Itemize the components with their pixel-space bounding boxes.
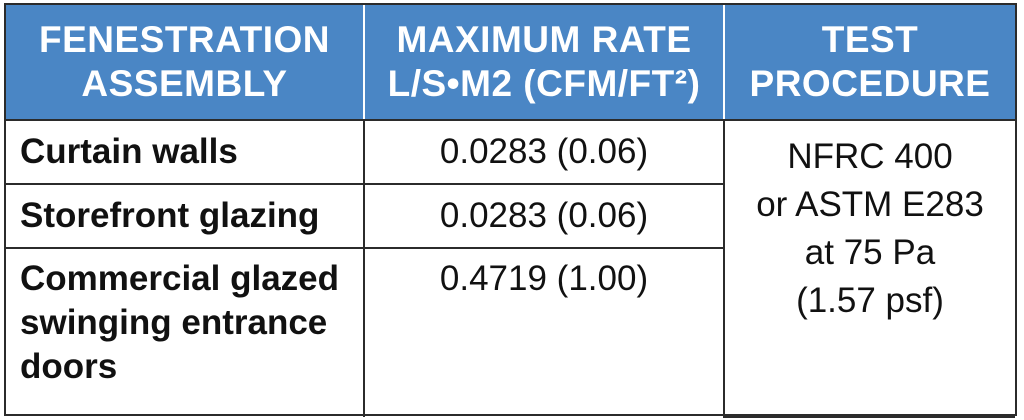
header-fenestration-assembly: FENESTRATION ASSEMBLY	[6, 5, 364, 121]
assembly-cell: Storefront glazing	[6, 183, 365, 249]
assembly-cell: Commercial glazed swinging entrance door…	[6, 247, 365, 417]
procedure-line: at 75 Pa	[804, 233, 936, 272]
table-header: FENESTRATION ASSEMBLY MAXIMUM RATE L/S•M…	[6, 5, 1015, 121]
header-line: FENESTRATION	[38, 19, 331, 60]
procedure-line: (1.57 psf)	[796, 281, 944, 320]
procedure-line: or ASTM E283	[756, 185, 984, 224]
table-body: Curtain walls 0.0283 (0.06) NFRC 400 or …	[6, 119, 1015, 418]
table-row: Storefront glazing 0.0283 (0.06)	[6, 183, 1015, 249]
header-maximum-rate: MAXIMUM RATE L/S•M2 (CFM/FT²)	[363, 5, 724, 121]
rate-cell: 0.0283 (0.06)	[363, 119, 725, 185]
test-procedure-cell: NFRC 400 or ASTM E283 at 75 Pa (1.57 psf…	[723, 119, 1015, 418]
procedure-line: NFRC 400	[787, 137, 953, 176]
header-test-procedure: TEST PROCEDURE	[723, 5, 1015, 121]
header-line: TEST	[821, 19, 919, 60]
header-line: PROCEDURE	[749, 63, 991, 104]
assembly-name-line: doors	[20, 347, 118, 386]
header-line: L/S•M2 (CFM/FT²)	[387, 63, 701, 104]
header-line: ASSEMBLY	[81, 63, 288, 104]
rate-cell: 0.4719 (1.00)	[363, 247, 724, 417]
table-row: Commercial glazed swinging entrance door…	[6, 247, 1015, 417]
assembly-name: Storefront glazing	[20, 196, 320, 235]
assembly-name-line: swinging entrance	[20, 303, 328, 342]
assembly-cell: Curtain walls	[6, 119, 365, 185]
rate-cell: 0.0283 (0.06)	[363, 183, 724, 249]
assembly-name: Curtain walls	[20, 132, 238, 171]
air-leakage-table-frame: FENESTRATION ASSEMBLY MAXIMUM RATE L/S•M…	[4, 3, 1017, 418]
header-line: MAXIMUM RATE	[396, 19, 692, 60]
table-row: Curtain walls 0.0283 (0.06) NFRC 400 or …	[6, 119, 1015, 418]
assembly-name-line: Commercial glazed	[20, 259, 339, 298]
header-row: FENESTRATION ASSEMBLY MAXIMUM RATE L/S•M…	[6, 5, 1015, 121]
air-leakage-table: FENESTRATION ASSEMBLY MAXIMUM RATE L/S•M…	[6, 5, 1015, 418]
